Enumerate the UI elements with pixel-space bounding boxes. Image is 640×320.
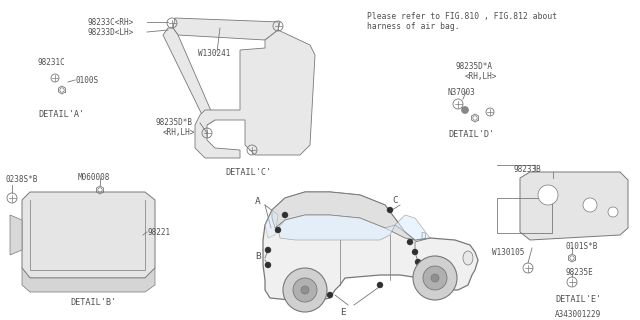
Text: 98235D*A: 98235D*A (455, 62, 492, 71)
Polygon shape (22, 268, 155, 292)
Circle shape (282, 212, 288, 218)
Polygon shape (22, 192, 155, 278)
Text: 0100S: 0100S (75, 76, 98, 85)
Text: <RH,LH>: <RH,LH> (163, 128, 195, 137)
Circle shape (265, 247, 271, 253)
Text: 0101S*B: 0101S*B (565, 242, 597, 251)
Text: D: D (420, 232, 426, 241)
Circle shape (377, 282, 383, 288)
Text: W130105: W130105 (492, 248, 524, 257)
Text: 98231C: 98231C (38, 58, 66, 67)
Text: M060008: M060008 (78, 173, 110, 182)
Text: W130241: W130241 (198, 49, 230, 58)
Text: E: E (340, 308, 346, 317)
Polygon shape (163, 28, 215, 125)
Circle shape (387, 207, 393, 213)
Polygon shape (278, 215, 395, 240)
Text: 98221: 98221 (147, 228, 170, 237)
Polygon shape (173, 18, 280, 40)
Polygon shape (272, 192, 415, 240)
Text: 98233D<LH>: 98233D<LH> (88, 28, 134, 37)
Text: <RH,LH>: <RH,LH> (465, 72, 497, 81)
Circle shape (423, 266, 447, 290)
Text: C: C (392, 196, 397, 205)
Text: 98233C<RH>: 98233C<RH> (88, 18, 134, 27)
Polygon shape (195, 30, 315, 158)
Text: Please refer to FIG.810 , FIG.812 about: Please refer to FIG.810 , FIG.812 about (367, 12, 557, 21)
Text: 98233B: 98233B (513, 165, 541, 174)
Circle shape (407, 239, 413, 245)
Text: B: B (255, 252, 260, 261)
Circle shape (265, 262, 271, 268)
Circle shape (461, 107, 468, 114)
Circle shape (583, 198, 597, 212)
Ellipse shape (463, 251, 473, 265)
Text: 98235E: 98235E (565, 268, 593, 277)
Circle shape (293, 278, 317, 302)
Polygon shape (10, 215, 22, 255)
Polygon shape (263, 192, 478, 302)
Text: DETAIL'D': DETAIL'D' (448, 130, 494, 139)
Polygon shape (265, 210, 278, 238)
Circle shape (608, 207, 618, 217)
Text: 98235D*B: 98235D*B (155, 118, 192, 127)
Circle shape (327, 292, 333, 298)
Text: A343001229: A343001229 (555, 310, 601, 319)
Circle shape (301, 286, 309, 294)
Text: DETAIL'B': DETAIL'B' (70, 298, 116, 307)
Text: DETAIL'A': DETAIL'A' (38, 110, 84, 119)
Polygon shape (395, 215, 430, 240)
Circle shape (283, 268, 327, 312)
Circle shape (412, 249, 418, 255)
Circle shape (431, 274, 439, 282)
Circle shape (538, 185, 558, 205)
Circle shape (413, 256, 457, 300)
Polygon shape (520, 172, 628, 240)
Text: 0238S*B: 0238S*B (5, 175, 37, 184)
Circle shape (415, 259, 421, 265)
Text: DETAIL'C': DETAIL'C' (225, 168, 271, 177)
Text: harness of air bag.: harness of air bag. (367, 22, 460, 31)
Circle shape (275, 227, 281, 233)
Text: N37003: N37003 (448, 88, 476, 97)
Text: DETAIL'E': DETAIL'E' (555, 295, 601, 304)
Text: A: A (255, 197, 260, 206)
